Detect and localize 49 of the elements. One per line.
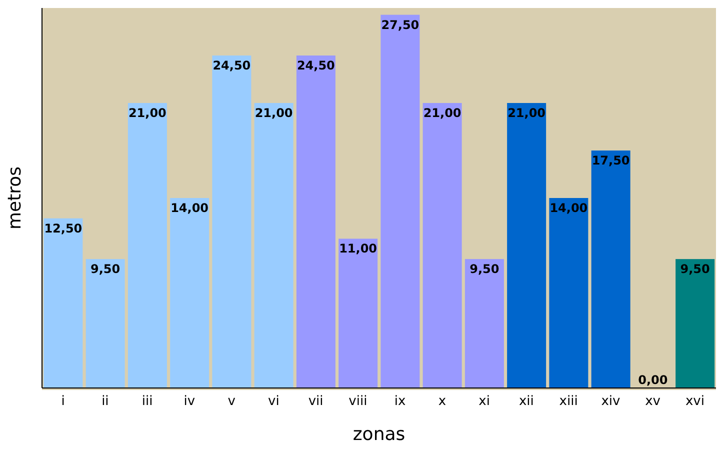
bar <box>507 103 546 388</box>
bar <box>128 103 167 388</box>
bar <box>44 218 83 388</box>
y-axis-title: metros <box>4 166 26 230</box>
bar <box>170 198 210 388</box>
data-label: 9,50 <box>470 262 500 276</box>
data-label: 24,50 <box>212 58 251 72</box>
data-label: 0,00 <box>638 373 668 387</box>
bar <box>676 259 715 388</box>
data-label: 17,50 <box>592 154 630 168</box>
bar <box>212 56 252 388</box>
x-tick-label: i <box>61 394 65 410</box>
data-label: 9,50 <box>90 262 120 276</box>
x-tick-label: iii <box>142 394 153 410</box>
bar <box>86 259 125 388</box>
x-tick-label: ix <box>394 394 406 410</box>
x-tick-label: ii <box>102 394 109 410</box>
x-tick-label: vii <box>308 394 324 410</box>
data-label: 21,00 <box>508 106 546 120</box>
bar <box>296 56 336 388</box>
data-label: 21,00 <box>128 106 166 120</box>
x-tick-label: x <box>438 394 446 410</box>
x-tick-label: viii <box>348 394 368 410</box>
x-tick-label: xiii <box>559 394 578 410</box>
data-label: 24,50 <box>296 58 335 72</box>
x-tick-label: xvi <box>685 394 704 410</box>
bar <box>549 198 588 388</box>
data-label: 14,00 <box>170 201 209 215</box>
bar <box>338 238 378 388</box>
x-tick-label: xi <box>478 394 490 410</box>
data-label: 14,00 <box>550 201 588 215</box>
data-label: 12,50 <box>44 221 82 236</box>
x-tick-label: v <box>228 394 236 410</box>
bar <box>422 103 462 388</box>
x-tick-label: xv <box>645 394 661 410</box>
data-label: 9,50 <box>680 262 710 276</box>
data-label: 11,00 <box>339 242 378 256</box>
data-label: 21,00 <box>423 106 462 120</box>
x-axis-title: zonas <box>352 424 406 445</box>
bar <box>591 150 630 388</box>
data-label: 27,50 <box>381 18 420 32</box>
x-tick-label: vi <box>268 394 280 410</box>
bar <box>464 259 504 388</box>
data-label: 21,00 <box>254 106 293 120</box>
bar <box>380 14 420 388</box>
x-tick-label: xiv <box>601 394 620 410</box>
x-tick-label: xii <box>518 394 534 410</box>
bar <box>254 103 294 388</box>
x-tick-label: iv <box>184 394 196 410</box>
